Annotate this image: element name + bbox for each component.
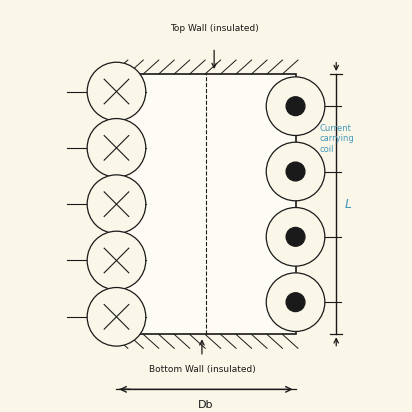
Circle shape xyxy=(87,288,146,346)
Text: Top Wall (insulated): Top Wall (insulated) xyxy=(170,24,258,33)
Text: Current
carrying
coil: Current carrying coil xyxy=(320,124,355,154)
Circle shape xyxy=(87,119,146,177)
Circle shape xyxy=(286,97,305,115)
Text: Db: Db xyxy=(198,400,214,410)
Text: L: L xyxy=(344,198,351,211)
Circle shape xyxy=(87,175,146,234)
Text: Bottom Wall (insulated): Bottom Wall (insulated) xyxy=(149,365,255,374)
Circle shape xyxy=(87,231,146,290)
Circle shape xyxy=(266,273,325,332)
Bar xyxy=(117,74,295,335)
Circle shape xyxy=(266,142,325,201)
Circle shape xyxy=(266,208,325,266)
Circle shape xyxy=(286,293,305,311)
Circle shape xyxy=(87,62,146,121)
Circle shape xyxy=(286,162,305,181)
Circle shape xyxy=(286,227,305,246)
Circle shape xyxy=(266,77,325,136)
